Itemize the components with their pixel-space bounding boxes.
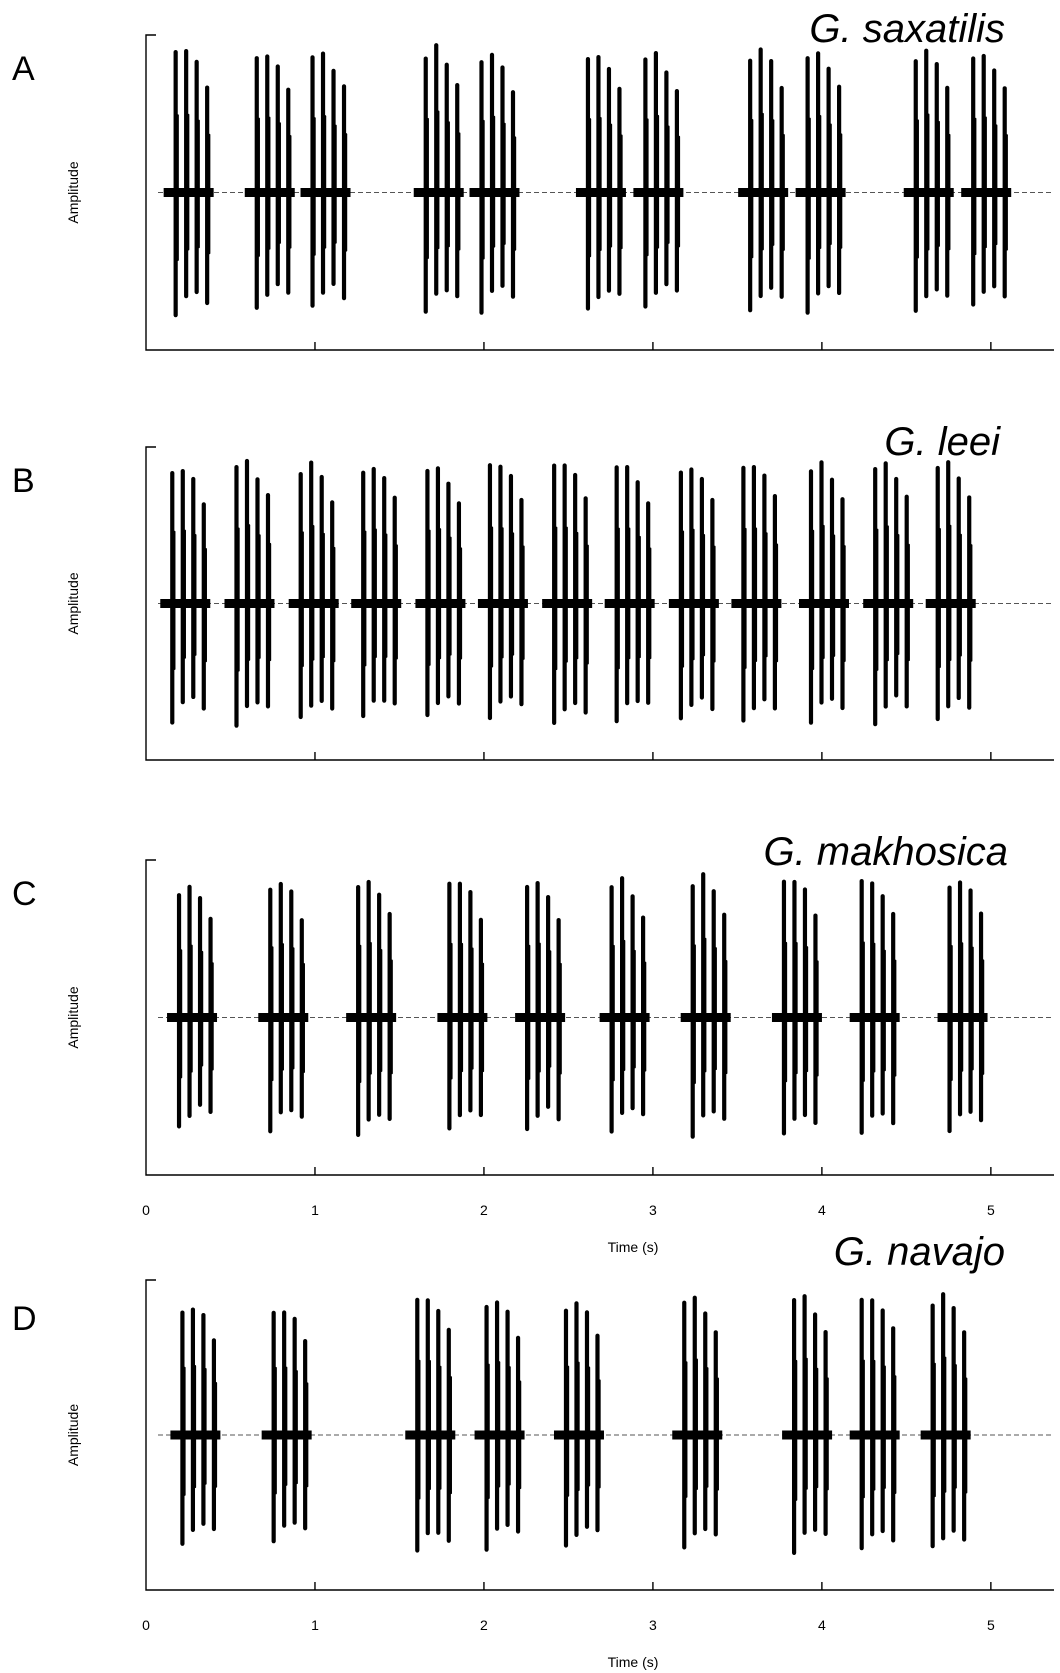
chirp bbox=[782, 1294, 833, 1555]
chirp bbox=[937, 880, 988, 1134]
chirp bbox=[258, 881, 309, 1134]
panel-c: C G. makhosica Amplitude 0 1 2 3 4 5 Time (s) bbox=[12, 830, 1054, 1255]
x-tick-label: 4 bbox=[818, 1202, 826, 1218]
chirp bbox=[771, 879, 822, 1136]
chirp bbox=[160, 468, 211, 725]
chirp bbox=[405, 1297, 456, 1553]
chirp bbox=[288, 460, 339, 720]
chirp bbox=[575, 54, 626, 311]
chirp bbox=[261, 1310, 312, 1544]
species-title: G. makhosica bbox=[763, 830, 1008, 874]
panel-letter: D bbox=[12, 1300, 37, 1338]
x-tick-label: 4 bbox=[818, 1617, 826, 1633]
species-title: G. saxatilis bbox=[809, 7, 1005, 51]
chirp bbox=[849, 878, 900, 1135]
chirp bbox=[798, 460, 849, 725]
chirp bbox=[849, 1297, 900, 1551]
y-axis-label: Amplitude bbox=[65, 1404, 81, 1466]
chirp bbox=[604, 464, 655, 724]
axis-frame bbox=[145, 1279, 1054, 1591]
chirp bbox=[244, 54, 295, 310]
chirp bbox=[163, 48, 214, 318]
chirp bbox=[599, 876, 650, 1134]
chirp bbox=[477, 463, 528, 721]
y-axis-label: Amplitude bbox=[65, 986, 81, 1048]
panel-letter: C bbox=[12, 875, 37, 913]
axis-frame bbox=[145, 859, 1054, 1176]
x-tick-label: 5 bbox=[987, 1202, 995, 1218]
chirp bbox=[738, 47, 789, 313]
chirp bbox=[413, 43, 464, 314]
species-title: G. navajo bbox=[834, 1230, 1005, 1274]
x-axis-label: Time (s) bbox=[608, 1654, 659, 1670]
chirp bbox=[961, 53, 1012, 307]
y-axis-label: Amplitude bbox=[65, 572, 81, 634]
chirp bbox=[672, 1295, 723, 1550]
chirp bbox=[731, 465, 782, 723]
chirp bbox=[515, 881, 566, 1132]
axis-frame bbox=[145, 34, 1054, 351]
chirp bbox=[300, 51, 351, 308]
chirp bbox=[903, 48, 954, 313]
chirp bbox=[474, 1300, 525, 1552]
panel-b: B G. leei Amplitude bbox=[12, 420, 1054, 761]
chirp bbox=[346, 879, 397, 1137]
x-tick-label: 3 bbox=[649, 1617, 657, 1633]
x-tick-label: 1 bbox=[311, 1617, 319, 1633]
chirp bbox=[633, 51, 684, 309]
chirp bbox=[167, 884, 218, 1129]
x-tick-label: 1 bbox=[311, 1202, 319, 1218]
chirp bbox=[668, 467, 719, 721]
x-tick-label: 2 bbox=[480, 1202, 488, 1218]
chirp bbox=[170, 1307, 221, 1546]
axis-frame bbox=[145, 446, 1054, 761]
chirp bbox=[795, 51, 846, 315]
panel-d: D G. navajo Amplitude 0 1 2 3 4 5 Time (s) bbox=[12, 1230, 1054, 1670]
chirp bbox=[542, 463, 593, 725]
chirp bbox=[553, 1301, 604, 1548]
x-axis-label: Time (s) bbox=[608, 1239, 659, 1255]
chirp bbox=[351, 466, 402, 719]
chirp bbox=[863, 461, 914, 727]
chirp bbox=[224, 458, 275, 728]
chirp bbox=[415, 466, 466, 718]
x-tick-label: 2 bbox=[480, 1617, 488, 1633]
chirp bbox=[925, 460, 976, 722]
y-axis-label: Amplitude bbox=[65, 161, 81, 223]
x-tick-label: 3 bbox=[649, 1202, 657, 1218]
species-title: G. leei bbox=[884, 420, 1001, 464]
chirp bbox=[469, 52, 520, 315]
chirp bbox=[680, 872, 731, 1139]
x-tick-label: 0 bbox=[142, 1617, 150, 1633]
x-tick-label: 5 bbox=[987, 1617, 995, 1633]
chirp bbox=[437, 881, 488, 1131]
panel-letter: A bbox=[12, 50, 35, 88]
chirp bbox=[920, 1292, 971, 1549]
panel-letter: B bbox=[12, 462, 35, 500]
x-tick-label: 0 bbox=[142, 1202, 150, 1218]
panel-a: A G. saxatilis Amplitude bbox=[12, 7, 1054, 351]
